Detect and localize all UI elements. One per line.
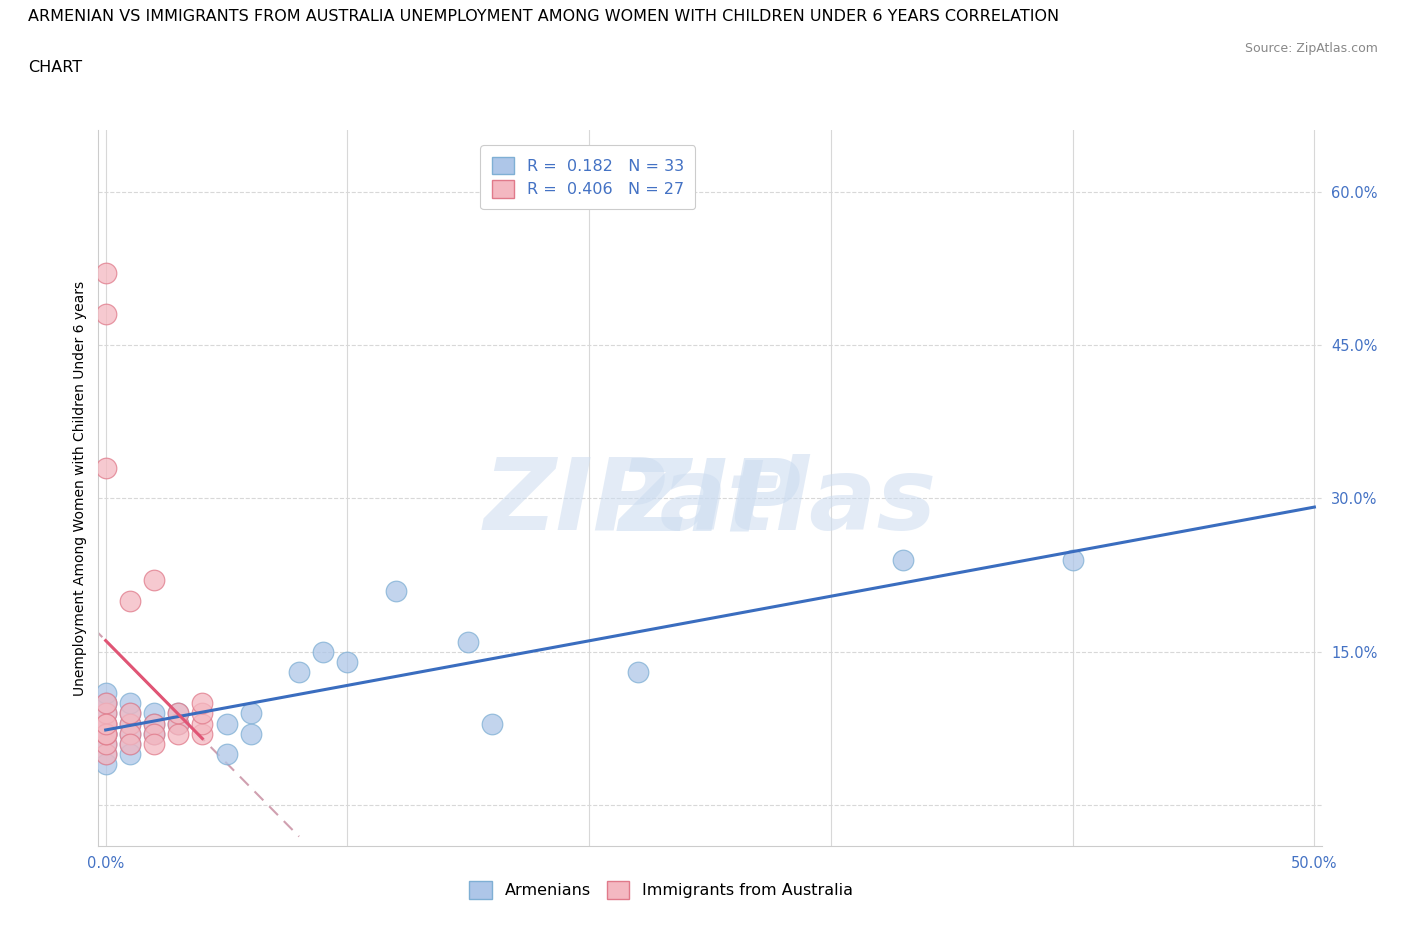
Point [94, 726, 117, 741]
Point [239, 706, 262, 721]
Point [94, 747, 117, 762]
Point [167, 716, 190, 731]
Point [239, 726, 262, 741]
Text: ZIPatlas: ZIPatlas [484, 454, 936, 551]
Point [94, 307, 117, 322]
Point [143, 737, 166, 751]
Point [94, 757, 117, 772]
Point [1062, 552, 1084, 567]
Point [167, 706, 190, 721]
Point [143, 716, 166, 731]
Point [94, 685, 117, 700]
Point [215, 716, 238, 731]
Point [118, 726, 141, 741]
Point [191, 696, 214, 711]
Point [94, 266, 117, 281]
Point [167, 706, 190, 721]
Point [94, 716, 117, 731]
Point [118, 737, 141, 751]
Point [167, 716, 190, 731]
Point [143, 716, 166, 731]
Point [336, 655, 359, 670]
Point [288, 665, 311, 680]
Point [94, 706, 117, 721]
Text: CHART: CHART [28, 60, 82, 75]
Legend: Armenians, Immigrants from Australia: Armenians, Immigrants from Australia [458, 870, 863, 910]
Point [118, 716, 141, 731]
Point [143, 573, 166, 588]
Point [94, 696, 117, 711]
Point [143, 706, 166, 721]
Point [118, 726, 141, 741]
Point [457, 634, 479, 649]
Point [94, 726, 117, 741]
Text: Source: ZipAtlas.com: Source: ZipAtlas.com [1244, 42, 1378, 55]
Point [143, 726, 166, 741]
Point [94, 726, 117, 741]
Y-axis label: Unemployment Among Women with Children Under 6 years: Unemployment Among Women with Children U… [73, 281, 87, 696]
Point [118, 696, 141, 711]
Point [893, 552, 915, 567]
Point [191, 706, 214, 721]
Point [94, 716, 117, 731]
Point [94, 737, 117, 751]
Point [118, 737, 141, 751]
Point [312, 644, 335, 659]
Point [94, 716, 117, 731]
Point [94, 706, 117, 721]
Point [94, 696, 117, 711]
Point [94, 460, 117, 475]
Point [191, 726, 214, 741]
Point [118, 716, 141, 731]
Point [94, 726, 117, 741]
Point [118, 706, 141, 721]
Point [626, 665, 648, 680]
Point [143, 726, 166, 741]
Point [94, 747, 117, 762]
Point [118, 593, 141, 608]
Point [384, 583, 406, 598]
Point [481, 716, 503, 731]
Point [118, 747, 141, 762]
Point [215, 747, 238, 762]
Text: ARMENIAN VS IMMIGRANTS FROM AUSTRALIA UNEMPLOYMENT AMONG WOMEN WITH CHILDREN UND: ARMENIAN VS IMMIGRANTS FROM AUSTRALIA UN… [28, 9, 1059, 24]
Point [94, 737, 117, 751]
Point [118, 706, 141, 721]
Text: ZIP: ZIP [619, 454, 801, 551]
Point [94, 696, 117, 711]
Point [167, 726, 190, 741]
Point [191, 716, 214, 731]
